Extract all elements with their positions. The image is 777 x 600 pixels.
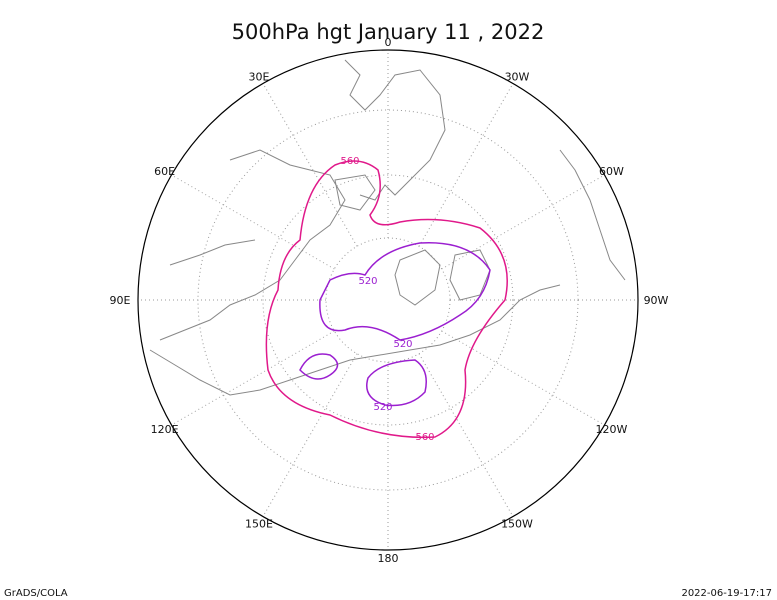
contour-label: 560 — [340, 156, 359, 167]
longitude-labels: 0 30W 60W 90W 120W 150W 180 150E 120E 90E 60E 30E — [110, 36, 669, 565]
longitude-label: 0 — [385, 36, 392, 49]
coastline — [394, 249, 441, 306]
contour-520 — [366, 359, 427, 407]
contour-560 — [265, 160, 508, 439]
contour-label: 520 — [373, 402, 392, 413]
contour-520 — [299, 353, 339, 380]
meridian — [441, 174, 605, 270]
meridian — [171, 330, 335, 426]
graticule — [138, 50, 638, 550]
longitude-label: 30E — [249, 71, 270, 84]
longitude-label: 150W — [501, 517, 533, 530]
longitude-label: 90E — [110, 294, 131, 307]
meridian — [441, 330, 605, 426]
footer-right: 2022-06-19-17:17 — [681, 588, 772, 599]
longitude-label: 180 — [378, 552, 399, 565]
longitude-label: 150E — [245, 517, 273, 530]
longitude-label: 60E — [154, 165, 175, 178]
contour-label: 560 — [415, 432, 434, 443]
coastline — [159, 149, 346, 341]
contour-label: 520 — [393, 339, 412, 350]
map-title: 500hPa hgt January 11 , 2022 — [232, 20, 545, 44]
longitude-label: 60W — [599, 165, 624, 178]
meridian — [418, 353, 514, 517]
coastline — [344, 59, 446, 201]
coastline — [334, 174, 376, 211]
latitude-circle — [262, 174, 514, 426]
contour-labels: 560 520 520 520 560 — [340, 156, 434, 443]
footer-left: GrADS/COLA — [4, 588, 68, 599]
coastline — [169, 239, 256, 266]
contours — [265, 160, 508, 439]
coastline — [149, 284, 561, 396]
meridian — [262, 353, 358, 517]
longitude-label: 90W — [644, 294, 669, 307]
longitude-label: 30W — [505, 71, 530, 84]
meridian — [171, 174, 335, 270]
contour-520 — [319, 241, 491, 341]
coastlines — [149, 59, 626, 396]
contour-label: 520 — [358, 276, 377, 287]
map-boundary — [137, 49, 639, 551]
longitude-label: 120E — [151, 423, 179, 436]
coastline — [559, 149, 626, 281]
meridian — [418, 83, 514, 247]
longitude-label: 120W — [595, 423, 627, 436]
meridian — [262, 83, 358, 247]
